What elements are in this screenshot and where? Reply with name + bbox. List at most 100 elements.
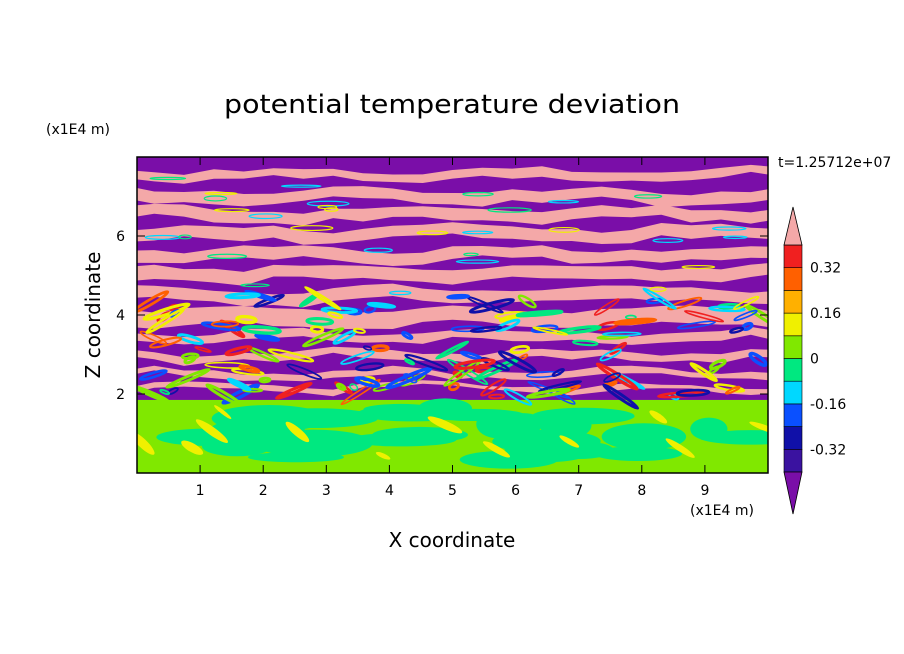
field-contour	[137, 385, 171, 404]
field-contour	[363, 247, 393, 253]
field-region	[749, 421, 768, 436]
field-region	[492, 429, 601, 454]
colorbar-label: 0.32	[810, 261, 841, 277]
colorbar-top-triangle	[783, 206, 803, 246]
field-region	[649, 410, 668, 424]
field-contour	[317, 204, 338, 210]
colorbar-segment	[783, 335, 803, 359]
field-contour	[711, 226, 747, 231]
field-contour	[503, 388, 533, 406]
field-contour	[537, 380, 583, 393]
field-contour	[708, 305, 746, 313]
field-contour	[286, 363, 323, 380]
colorbar-segment	[783, 290, 803, 314]
field-region	[593, 446, 683, 462]
field-contour	[275, 381, 313, 400]
y-tick-label: 6	[116, 229, 125, 245]
field-contour	[144, 234, 181, 240]
x-tick-label: 1	[196, 483, 205, 499]
colorbar	[783, 206, 803, 515]
field-contour	[305, 317, 335, 326]
field-contour	[149, 336, 183, 349]
colorbar-label: -0.32	[810, 442, 846, 458]
field-contour	[416, 230, 449, 236]
field-contour	[340, 350, 375, 365]
field-contour	[165, 367, 211, 389]
field-contour	[469, 325, 503, 333]
field-contour	[142, 302, 191, 321]
x-tick-label: 7	[574, 483, 583, 499]
field-band-positive	[137, 203, 768, 226]
field-contour	[354, 376, 381, 388]
field-contour	[207, 253, 248, 259]
field-contour	[149, 176, 187, 181]
field-contour	[404, 353, 449, 372]
field-contour	[462, 191, 494, 197]
field-contour	[327, 311, 344, 320]
field-contour	[235, 314, 258, 325]
y-tick-label: 4	[116, 308, 125, 324]
field-region	[195, 419, 229, 443]
field-contour	[362, 345, 373, 351]
field-contour	[244, 289, 277, 302]
field-band-positive	[137, 186, 768, 208]
chart-title: potential temperature deviation	[224, 90, 680, 120]
field-contour	[642, 287, 677, 310]
field-contour	[290, 225, 334, 232]
x-tick-label: 6	[511, 483, 520, 499]
field-contour	[254, 333, 281, 342]
field-contour	[447, 381, 460, 392]
colorbar-segment	[783, 358, 803, 382]
field-contour	[733, 295, 760, 310]
field-contour	[309, 325, 325, 334]
field-contour	[532, 326, 569, 336]
field-contour	[455, 259, 500, 264]
field-contour	[355, 362, 385, 372]
field-contour	[137, 290, 170, 314]
field-contour	[556, 325, 602, 335]
field-contour	[462, 230, 494, 235]
field-contour	[468, 298, 515, 314]
field-contour	[224, 345, 253, 357]
field-contour	[138, 369, 168, 381]
field-region	[532, 407, 635, 425]
field-contour	[689, 362, 718, 383]
field-region	[137, 431, 155, 455]
field-contour	[667, 296, 703, 311]
field-contour	[210, 320, 240, 328]
field-contour	[733, 309, 758, 322]
field-contour	[676, 320, 716, 330]
field-contour	[435, 340, 470, 360]
field-contour	[224, 292, 261, 300]
y-unit-label: (x1E4 m)	[46, 122, 110, 138]
field-region	[285, 421, 310, 443]
x-tick-label: 9	[700, 483, 709, 499]
field-contour	[180, 352, 200, 360]
field-contour	[480, 378, 507, 397]
field-band-positive	[137, 263, 768, 286]
field-contour	[748, 351, 768, 368]
colorbar-label: 0.16	[810, 306, 841, 322]
field-region	[181, 440, 204, 455]
field-contour	[304, 285, 342, 311]
field-region	[690, 417, 728, 441]
colorbar-segment	[783, 244, 803, 269]
field-contour	[684, 310, 725, 323]
field-region	[459, 450, 558, 469]
field-region	[476, 409, 520, 439]
field-contour	[349, 383, 359, 391]
field-region	[214, 405, 232, 419]
field-contour	[258, 376, 272, 384]
colorbar-label: -0.16	[810, 397, 846, 413]
field-region	[559, 435, 580, 448]
field-region	[665, 438, 695, 458]
field-contour	[213, 208, 250, 213]
colorbar-segment	[783, 380, 803, 405]
field-contour	[551, 368, 565, 377]
colorbar-segment	[783, 448, 803, 473]
field-contour	[340, 378, 381, 406]
colorbar-segment	[783, 267, 803, 291]
colorbar-segment	[783, 403, 803, 427]
field-contour	[241, 325, 282, 335]
